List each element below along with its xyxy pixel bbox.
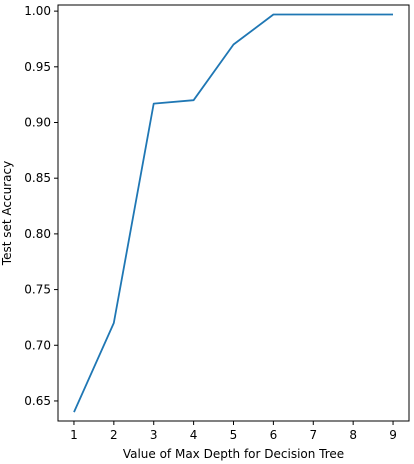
y-tick-label: 0.95 [24,60,51,74]
y-tick-label: 0.85 [24,171,51,185]
accuracy-series-line [73,13,393,413]
y-tick-label: 0.90 [24,116,51,130]
x-axis-ticks: 1 2 3 4 5 6 7 8 9 [70,421,397,442]
x-tick-label: 4 [190,428,198,442]
x-tick-label: 1 [70,428,78,442]
x-axis-label: Value of Max Depth for Decision Tree [123,447,344,461]
y-tick-label: 0.80 [24,227,51,241]
x-tick-label: 3 [150,428,158,442]
y-tick-label: 1.00 [24,4,51,18]
y-tick-label: 0.70 [24,338,51,352]
y-tick-label: 0.75 [24,283,51,297]
x-tick-label: 6 [270,428,278,442]
x-tick-label: 8 [349,428,357,442]
y-axis-label: Test set Accuracy [0,161,14,266]
x-tick-label: 9 [389,428,397,442]
x-tick-label: 2 [110,428,118,442]
x-tick-label: 5 [230,428,238,442]
series-group [73,13,393,413]
y-axis-ticks: 0.65 0.70 0.75 0.80 0.85 0.90 0.95 1.00 [24,4,58,408]
x-tick-label: 7 [309,428,317,442]
y-tick-label: 0.65 [24,394,51,408]
